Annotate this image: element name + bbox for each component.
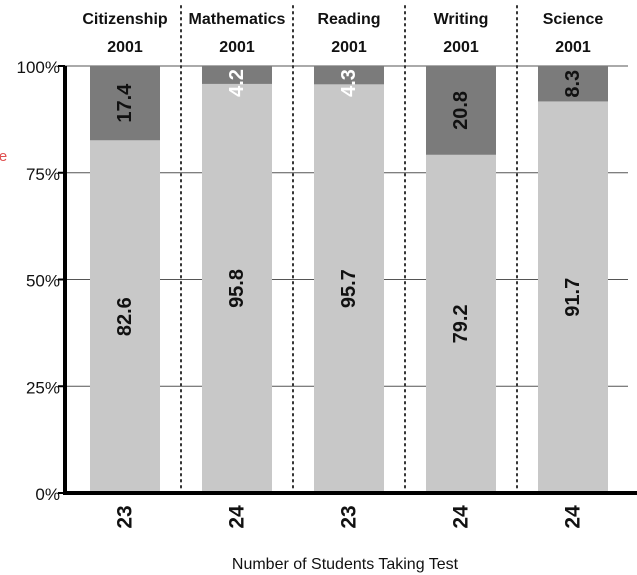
data-label-meeting-3: 79.2	[450, 304, 472, 343]
category-year-3: 2001	[443, 39, 479, 56]
bars	[90, 66, 608, 494]
data-label-not-meeting-0: 17.4	[114, 83, 136, 123]
stray-glyph: e	[0, 148, 7, 165]
category-name-2: Reading	[317, 11, 380, 28]
y-tick-labels: 0% 25% 50% 75% 100%	[17, 58, 65, 504]
bar-citizenship-not-meeting	[90, 66, 160, 141]
bar-writing-not-meeting	[426, 66, 496, 155]
data-label-not-meeting-4: 8.3	[562, 70, 584, 98]
bar-science-meeting	[538, 101, 608, 493]
bar-writing-meeting	[426, 154, 496, 494]
category-name-3: Writing	[434, 11, 489, 28]
y-tick-label-2: 50%	[26, 272, 60, 291]
bar-reading-meeting	[314, 84, 384, 494]
category-name-1: Mathematics	[189, 11, 286, 28]
bar-mathematics-meeting	[202, 83, 272, 494]
y-tick-label-3: 75%	[26, 165, 60, 184]
student-count-4: 24	[562, 505, 585, 529]
student-count-0: 23	[114, 505, 137, 528]
x-axis-title: Number of Students Taking Test	[232, 556, 459, 573]
data-label-meeting-0: 82.6	[114, 297, 136, 336]
data-label-not-meeting-3: 20.8	[450, 91, 472, 130]
bar-citizenship-meeting	[90, 140, 160, 493]
data-label-meeting-2: 95.7	[338, 269, 360, 308]
student-count-labels: 23 24 23 24 24	[114, 505, 585, 529]
category-name-4: Science	[543, 11, 604, 28]
y-tick-label-0: 0%	[35, 485, 60, 504]
bar-science-not-meeting	[538, 66, 608, 102]
data-label-meeting-1: 95.8	[226, 269, 248, 308]
bar-reading-not-meeting	[314, 66, 384, 85]
y-tick-label-1: 25%	[26, 378, 60, 397]
data-label-not-meeting-2: 4.3	[338, 69, 360, 97]
data-label-not-meeting-1: 4.2	[226, 69, 248, 97]
category-year-4: 2001	[555, 39, 591, 56]
category-name-0: Citizenship	[82, 11, 168, 28]
y-tick-label-4: 100%	[17, 58, 60, 77]
data-label-meeting-4: 91.7	[562, 278, 584, 317]
student-count-1: 24	[226, 505, 249, 529]
category-year-2: 2001	[331, 39, 367, 56]
category-headers: Citizenship 2001 Mathematics 2001 Reading 200…	[82, 11, 603, 56]
data-labels: 82.6 17.4 95.8 4.2 95.7 4.3 79.2 20.8 91.7 8.3	[114, 69, 584, 343]
student-count-3: 24	[450, 505, 473, 529]
category-year-0: 2001	[107, 39, 143, 56]
student-count-2: 23	[338, 505, 361, 528]
bar-mathematics-not-meeting	[202, 66, 272, 84]
category-year-1: 2001	[219, 39, 255, 56]
